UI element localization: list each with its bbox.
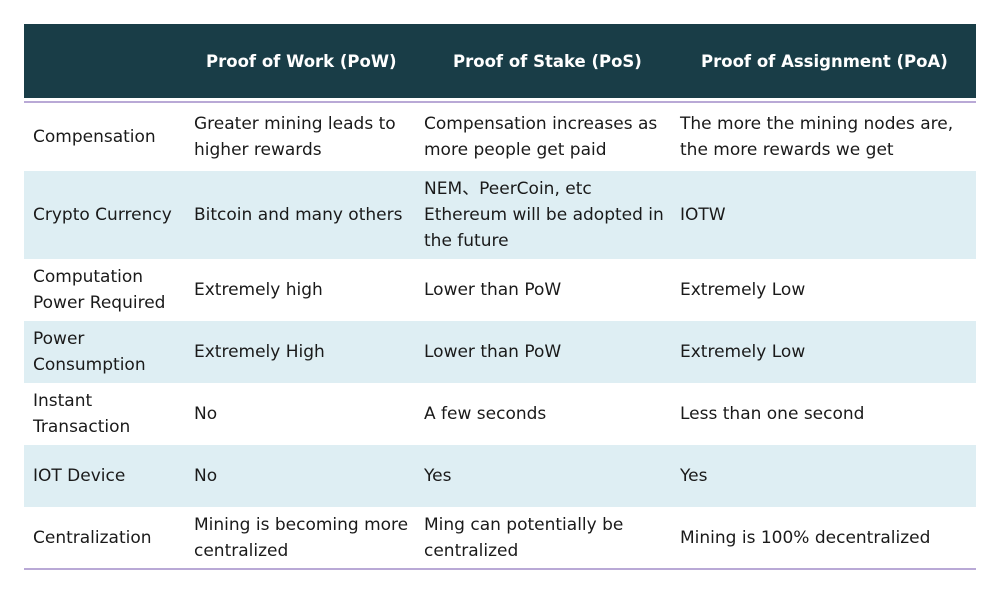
cell-poa: The more the mining nodes are, the more … [680, 114, 954, 160]
table-row: Instant Transaction No A few seconds Les… [24, 383, 976, 445]
row-label: Compensation [33, 127, 156, 147]
consensus-comparison-table: Proof of Work (PoW) Proof of Stake (PoS)… [24, 24, 976, 570]
cell-poa: Mining is 100% decentralized [671, 507, 976, 570]
cell-poa: Extremely Low [680, 342, 806, 362]
cell-pow: Bitcoin and many others [194, 205, 403, 225]
cell-poa: Extremely Low [680, 280, 806, 300]
cell-pos: Lower than PoW [424, 280, 562, 300]
header-poa: Proof of Assignment (PoA) [701, 51, 948, 71]
cell-pos: Lower than PoW [424, 342, 562, 362]
cell-pow: Extremely High [194, 342, 325, 362]
cell-pos: NEM、PeerCoin, etc Ethereum will be adopt… [424, 179, 664, 251]
cell-poa: Yes [680, 466, 708, 486]
cell-pos: Yes [424, 466, 452, 486]
cell-pow: No [194, 466, 218, 486]
table-row: Power Consumption Extremely High Lower t… [24, 321, 976, 383]
row-label: Computation Power Required [33, 267, 166, 313]
header-corner-cell [24, 24, 185, 98]
table-row: Crypto Currency Bitcoin and many others … [24, 171, 976, 259]
row-label: Power Consumption [33, 329, 146, 375]
header-pos: Proof of Stake (PoS) [453, 51, 642, 71]
row-label: IOT Device [33, 466, 126, 486]
cell-pos: A few seconds [424, 404, 547, 424]
cell-pow: Extremely high [194, 280, 323, 300]
comparison-table-container: Proof of Work (PoW) Proof of Stake (PoS)… [24, 24, 976, 570]
cell-pow: No [194, 404, 218, 424]
table-header-row: Proof of Work (PoW) Proof of Stake (PoS)… [24, 24, 976, 98]
cell-poa: Less than one second [680, 404, 865, 424]
header-divider [24, 98, 976, 103]
cell-pos: Ming can potentially be centralized [415, 507, 671, 570]
table-row: Compensation Greater mining leads to hig… [24, 102, 976, 171]
cell-pow: Mining is becoming more centralized [185, 507, 415, 570]
row-label: Centralization [24, 507, 185, 570]
header-pow: Proof of Work (PoW) [206, 51, 397, 71]
cell-pos: Compensation increases as more people ge… [424, 114, 658, 160]
row-label: Crypto Currency [33, 205, 172, 225]
table-row: Centralization Mining is becoming more c… [24, 507, 976, 570]
cell-poa: IOTW [680, 205, 726, 225]
cell-pow: Greater mining leads to higher rewards [194, 114, 396, 160]
row-label: Instant Transaction [33, 391, 131, 437]
table-row: Computation Power Required Extremely hig… [24, 259, 976, 321]
table-row: IOT Device No Yes Yes [24, 445, 976, 507]
